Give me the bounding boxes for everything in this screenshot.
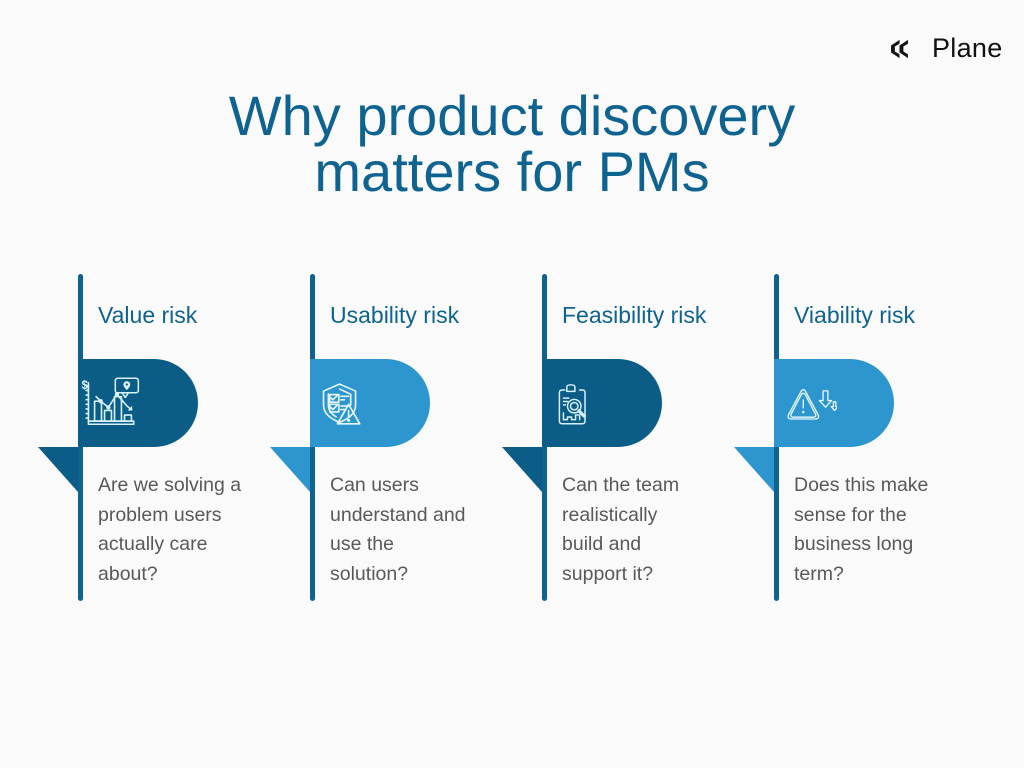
svg-text:$: $ xyxy=(82,380,89,392)
